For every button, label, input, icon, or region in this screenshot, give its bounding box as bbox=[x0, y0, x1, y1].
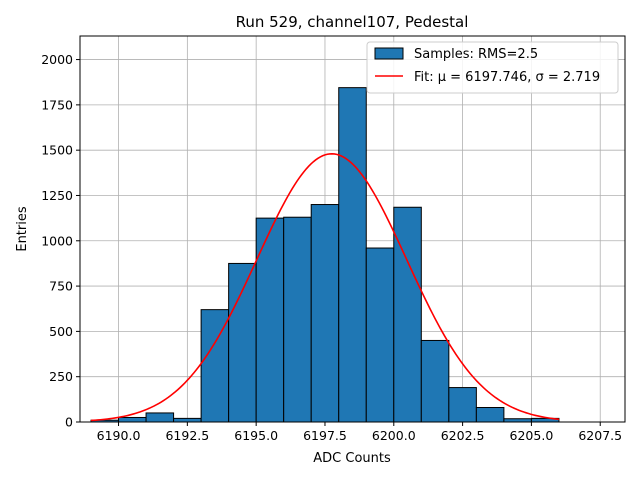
histogram-bar bbox=[255, 217, 285, 423]
legend-label-fit: Fit: μ = 6197.746, σ = 2.719 bbox=[414, 70, 600, 85]
x-tick-label: 6195.0 bbox=[234, 428, 278, 443]
y-axis-label: Entries bbox=[15, 206, 30, 252]
legend: Samples: RMS=2.5 Fit: μ = 6197.746, σ = … bbox=[366, 41, 619, 94]
legend-label-samples: Samples: RMS=2.5 bbox=[414, 47, 538, 62]
histogram-bar bbox=[475, 407, 505, 423]
y-tick-label: 1250 bbox=[41, 188, 73, 203]
x-tick-label: 6205.0 bbox=[510, 428, 554, 443]
plot-frame bbox=[79, 35, 626, 423]
x-tick-label: 6197.5 bbox=[303, 428, 347, 443]
y-tick-label: 750 bbox=[49, 279, 73, 294]
histogram-bar bbox=[283, 216, 312, 423]
y-tick-label: 1000 bbox=[41, 233, 73, 248]
x-tick-label: 6202.5 bbox=[441, 428, 485, 443]
x-axis-label: ADC Counts bbox=[313, 451, 391, 466]
y-tick-label: 0 bbox=[65, 415, 73, 430]
histogram-bar bbox=[228, 262, 257, 423]
histogram-bar bbox=[118, 416, 147, 423]
y-tick-label: 250 bbox=[49, 369, 73, 384]
x-tick-label: 6190.0 bbox=[97, 428, 141, 443]
histogram-bar bbox=[420, 339, 450, 423]
x-tick-label: 6192.5 bbox=[165, 428, 209, 443]
histogram-bar bbox=[365, 247, 395, 423]
fit-curve bbox=[90, 152, 560, 422]
y-tick-label: 2000 bbox=[41, 52, 73, 67]
histogram-bar bbox=[338, 87, 367, 423]
y-tick-label: 500 bbox=[49, 324, 73, 339]
histogram-bar bbox=[310, 204, 340, 423]
histogram-bar bbox=[173, 417, 202, 423]
y-axis-ticks: 0 250 500 750 1000 1250 1500 1750 2000 bbox=[41, 52, 80, 430]
x-tick-label: 6200.0 bbox=[372, 428, 416, 443]
x-tick-label: 6207.5 bbox=[578, 428, 622, 443]
histogram-bar bbox=[145, 412, 175, 423]
legend-swatch-samples bbox=[374, 47, 404, 60]
histogram-bar bbox=[448, 387, 477, 423]
y-tick-label: 1500 bbox=[41, 143, 73, 158]
chart-title: Run 529, channel107, Pedestal bbox=[236, 13, 469, 31]
x-axis-ticks: 6190.0 6192.5 6195.0 6197.5 6200.0 6202.5 6205… bbox=[97, 422, 622, 443]
legend-box bbox=[366, 41, 619, 94]
y-tick-label: 1750 bbox=[41, 97, 73, 112]
